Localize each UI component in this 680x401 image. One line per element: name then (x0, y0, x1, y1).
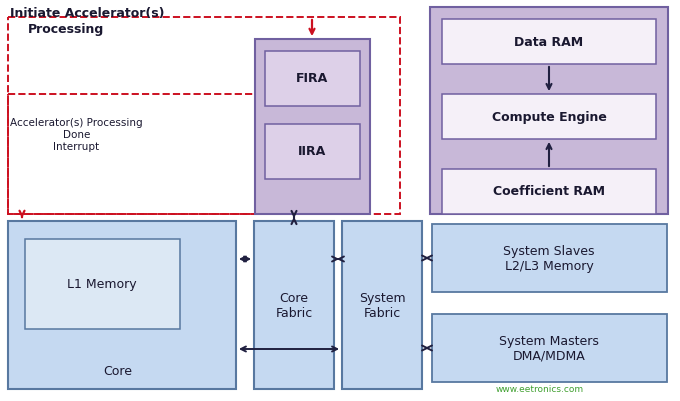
Text: System Masters
DMA/MDMA: System Masters DMA/MDMA (499, 334, 599, 362)
Text: System Slaves
L2/L3 Memory: System Slaves L2/L3 Memory (503, 244, 595, 272)
Text: Core
Fabric: Core Fabric (275, 291, 313, 319)
Text: Processing: Processing (28, 23, 104, 36)
FancyBboxPatch shape (432, 314, 667, 382)
Text: Initiate Accelerator(s): Initiate Accelerator(s) (10, 6, 165, 20)
Text: Compute Engine: Compute Engine (492, 110, 607, 123)
FancyBboxPatch shape (342, 221, 422, 389)
Text: Accelerator(s) Processing
Done
Interrupt: Accelerator(s) Processing Done Interrupt (10, 118, 143, 151)
Text: Core: Core (103, 365, 133, 378)
Text: www.eetronics.com: www.eetronics.com (496, 385, 584, 393)
Text: IIRA: IIRA (298, 145, 326, 158)
FancyBboxPatch shape (442, 95, 656, 140)
Text: FIRA: FIRA (296, 72, 328, 85)
FancyBboxPatch shape (430, 8, 668, 215)
FancyBboxPatch shape (442, 170, 656, 215)
Text: Coefficient RAM: Coefficient RAM (493, 185, 605, 198)
Text: L1 Memory: L1 Memory (67, 278, 137, 291)
Text: Data RAM: Data RAM (515, 35, 583, 49)
FancyBboxPatch shape (254, 221, 334, 389)
FancyBboxPatch shape (442, 20, 656, 65)
FancyBboxPatch shape (8, 221, 236, 389)
FancyBboxPatch shape (265, 125, 360, 180)
FancyBboxPatch shape (432, 225, 667, 292)
FancyBboxPatch shape (265, 52, 360, 107)
FancyBboxPatch shape (25, 239, 180, 329)
Text: System
Fabric: System Fabric (358, 291, 405, 319)
FancyBboxPatch shape (255, 40, 370, 215)
